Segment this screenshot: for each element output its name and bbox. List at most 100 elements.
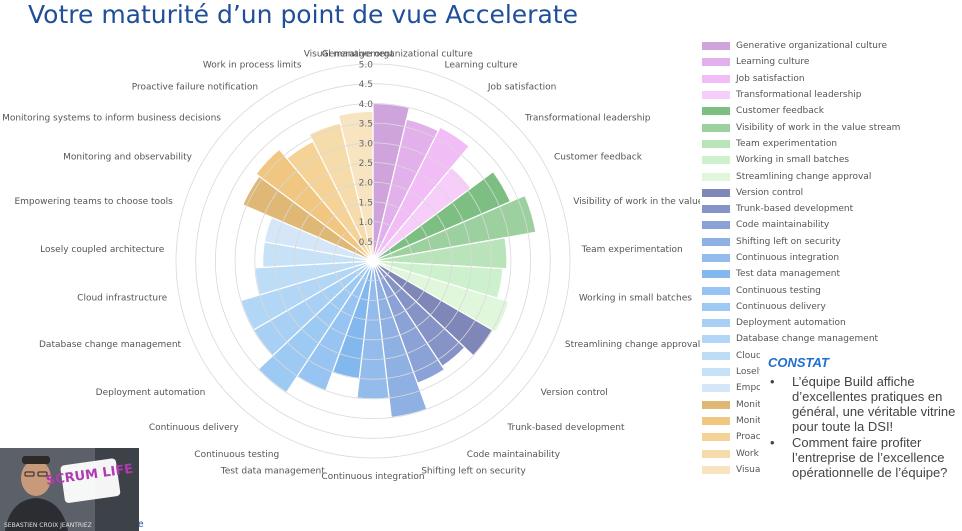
category-label: Streamlining change approval [565, 340, 700, 350]
legend-swatch [702, 254, 730, 262]
polar-area-chart: 0.5 1.0 1.5 2.0 2.5 3.0 3.5 4.0 4.5 5.0 Generativ… [2, 49, 700, 482]
category-label: Team experimentation [581, 245, 683, 255]
chart-segment [255, 148, 374, 262]
category-label: Continuous delivery [149, 423, 240, 433]
grid-ring [234, 122, 512, 400]
r-tick-label: 4.5 [359, 80, 373, 90]
legend-swatch [702, 384, 730, 393]
constat-panel: CONSTAT L’équipe Build affiche d’excelle… [760, 350, 960, 510]
legend-swatch [702, 107, 730, 116]
category-label: Job satisfaction [487, 82, 557, 92]
r-tick-label: 3.0 [359, 139, 374, 149]
legend-item: Shifting left on security [702, 234, 902, 250]
chart-segment [372, 260, 510, 333]
overlap-char: e [138, 519, 144, 530]
legend-label: Work [736, 448, 759, 459]
category-label: Version control [541, 388, 608, 398]
legend-swatch [702, 172, 730, 181]
legend-label: Empo [736, 383, 762, 394]
grid-ring [274, 162, 472, 360]
r-tick-label: 2.0 [359, 179, 374, 189]
legend-swatch [702, 91, 730, 100]
legend-item: Continuous delivery [702, 299, 902, 315]
legend-label: Database change management [736, 334, 879, 345]
constat-bullet: Comment faire profiter l’entreprise de l… [770, 435, 960, 480]
chart-grid [175, 63, 571, 459]
legend-label: Continuous testing [736, 285, 821, 296]
legend-label: Shifting left on security [736, 236, 841, 247]
legend-swatch [702, 270, 730, 279]
category-label: Transformational leadership [524, 114, 651, 124]
legend-swatch [702, 433, 730, 442]
legend-item: Visua [702, 462, 902, 478]
legend-swatch [702, 465, 730, 474]
legend-label: Losely [736, 367, 765, 378]
legend-item: Team experimentation [702, 136, 902, 152]
category-label: Empowering teams to choose tools [14, 197, 173, 207]
legend-label: Learning culture [736, 57, 810, 68]
chart-segment [372, 194, 537, 262]
legend-swatch [702, 400, 730, 409]
legend-label: Team experimentation [736, 138, 838, 149]
legend-label: Streamlining change approval [736, 171, 872, 182]
category-label: Work in process limits [203, 61, 302, 71]
legend-swatch [702, 42, 730, 51]
constat-bullet: L’équipe Build affiche d’excellentes pra… [770, 374, 960, 434]
chart-segment [337, 110, 374, 262]
legend-swatch [702, 74, 730, 83]
chart-segment [372, 126, 471, 262]
legend-swatch [702, 188, 730, 197]
legend-swatch [702, 156, 730, 165]
r-tick-label: 1.5 [359, 198, 373, 208]
category-label: Proactive failure notification [132, 82, 258, 92]
legend-swatch [702, 416, 730, 425]
legend-item: Cloud [702, 348, 902, 364]
legend-item: Trunk-based development [702, 201, 902, 217]
legend-item: Continuous testing [702, 282, 902, 298]
legend-item: Deployment automation [702, 315, 902, 331]
grid-ring [254, 142, 492, 380]
legend-swatch [702, 319, 730, 328]
chart-legend: Generative organizational culture Learnin… [702, 38, 902, 478]
category-label: Database change management [39, 340, 182, 350]
chart-r-ticks: 0.5 1.0 1.5 2.0 2.5 3.0 3.5 4.0 4.5 5.0 [359, 61, 374, 248]
category-label: Visibility of work in the value stream [573, 197, 700, 207]
r-tick-label: 1.0 [359, 218, 374, 228]
category-label: Generative organizational culture [322, 49, 473, 59]
legend-label: Job satisfaction [736, 73, 805, 84]
person-webcam-icon: SCRUM LIFE [0, 448, 139, 531]
grid-ring [352, 240, 394, 282]
legend-item: Monit [702, 397, 902, 413]
legend-item: Working in small batches [702, 152, 902, 168]
legend-swatch [702, 139, 730, 148]
grid-ring [195, 83, 551, 439]
legend-swatch [702, 205, 730, 214]
legend-label: Test data management [736, 269, 841, 280]
legend-item: Losely [702, 364, 902, 380]
legend-label: Visua [736, 464, 761, 475]
legend-swatch [702, 335, 730, 344]
legend-label: Continuous integration [736, 253, 840, 263]
legend-item: Transformational leadership [702, 87, 902, 103]
legend-item: Empo [702, 380, 902, 396]
category-label: Shifting left on security [421, 466, 526, 476]
category-label: Continuous integration [321, 472, 424, 482]
category-label: Visual management [304, 49, 394, 59]
chart-segments [240, 102, 537, 419]
legend-label: Transformational leadership [736, 90, 862, 101]
category-label: Learning culture [444, 61, 518, 71]
r-tick-label: 0.5 [359, 238, 373, 248]
legend-item: Test data management [702, 266, 902, 282]
legend-label: Customer feedback [736, 106, 824, 117]
legend-item: Learning culture [702, 54, 902, 70]
page-title: Votre maturité d’un point de vue Acceler… [28, 0, 578, 29]
grid-ring [175, 63, 571, 459]
constat-title: CONSTAT [768, 355, 829, 370]
legend-item: Visibility of work in the value stream [702, 119, 902, 135]
legend-item: Database change management [702, 331, 902, 347]
legend-swatch [702, 123, 730, 132]
r-tick-label: 3.5 [359, 120, 373, 130]
grid-ring [333, 221, 413, 301]
legend-label: Visibility of work in the value stream [736, 122, 901, 133]
legend-item: Work [702, 445, 902, 461]
